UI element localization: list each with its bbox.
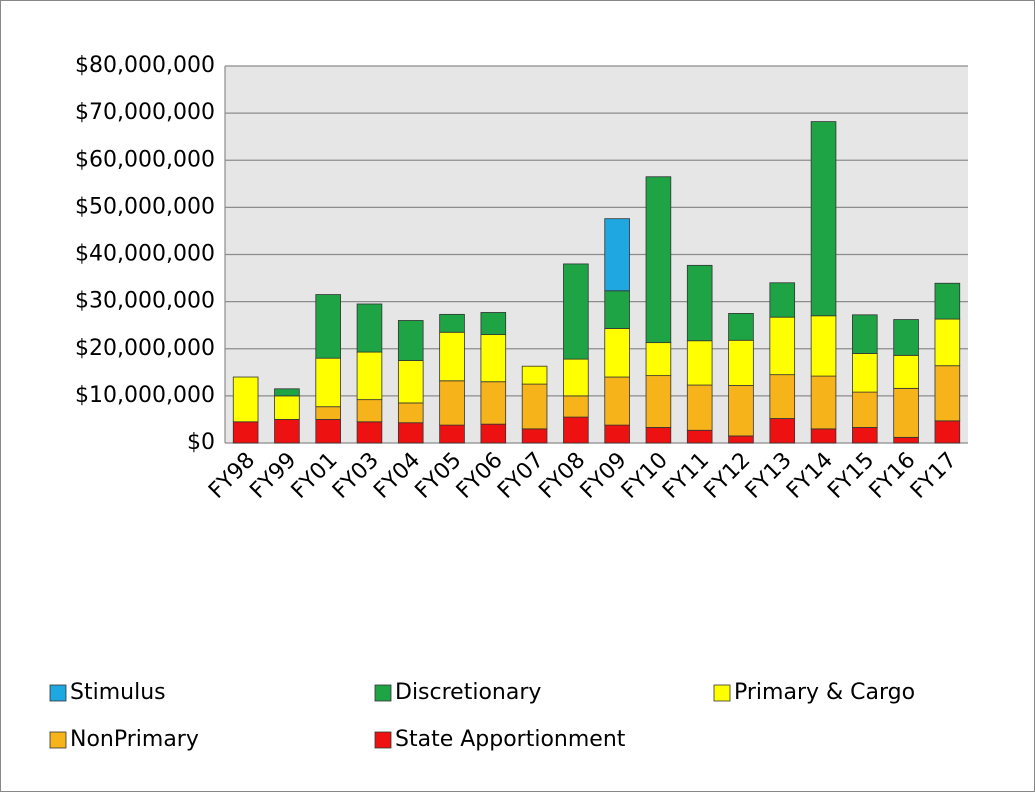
bar-segment: [728, 313, 754, 341]
bar-segment: [769, 316, 796, 376]
bar-segment: [439, 331, 465, 382]
bar-segment: [604, 424, 630, 444]
bar-segment: [315, 419, 341, 444]
legend-label: Stimulus: [70, 680, 166, 705]
bar-segment: [934, 282, 961, 320]
legend-label: Primary & Cargo: [734, 680, 915, 705]
legend-swatch: [49, 731, 67, 749]
y-tick-label: $50,000,000: [75, 194, 215, 219]
bar-segment: [934, 365, 961, 422]
bar-segment: [563, 263, 589, 360]
bar-segment: [934, 318, 961, 367]
y-tick-label: $80,000,000: [75, 53, 215, 78]
bar-segment: [769, 374, 796, 419]
bar-segment: [315, 294, 341, 359]
bar-segment: [274, 419, 300, 444]
bar-segment: [521, 383, 548, 430]
bar-segment: [480, 423, 507, 444]
bar-segment: [356, 399, 383, 423]
legend-label: Discretionary: [395, 680, 541, 705]
bar-segment: [480, 381, 507, 425]
bar-segment: [397, 360, 424, 404]
bar-segment: [810, 428, 837, 444]
y-tick-label: $20,000,000: [75, 336, 215, 361]
bar-segment: [934, 420, 961, 444]
bar-segment: [315, 357, 341, 408]
bar-segment: [852, 391, 878, 428]
y-tick-label: $60,000,000: [75, 147, 215, 172]
bar-segment: [274, 395, 300, 420]
bar-segment: [563, 358, 589, 397]
bar-segment: [852, 314, 878, 354]
bar-segment: [315, 406, 341, 420]
bar-segment: [439, 424, 465, 444]
legend-swatch: [374, 731, 392, 749]
bar-segment: [852, 353, 878, 393]
bar-segment: [356, 303, 383, 353]
bar-segment: [356, 421, 383, 444]
bar-segment: [232, 376, 259, 423]
legend-label: State Apportionment: [395, 727, 626, 752]
bar-segment: [604, 218, 630, 292]
bar-segment: [232, 421, 259, 444]
bar-segment: [397, 402, 424, 424]
bar-segment: [480, 334, 507, 383]
bar-segment: [686, 429, 713, 444]
bar-segment: [356, 351, 383, 401]
bar-segment: [563, 395, 589, 418]
bar-segment: [810, 121, 837, 317]
y-tick-label: $30,000,000: [75, 289, 215, 314]
bar-segment: [645, 342, 672, 377]
legend-swatch: [374, 684, 392, 702]
y-tick-label: $70,000,000: [75, 100, 215, 125]
bar-segment: [893, 319, 919, 356]
legend-swatch: [49, 684, 67, 702]
bar-segment: [521, 428, 548, 444]
bar-segment: [563, 416, 589, 444]
bar-segment: [686, 264, 713, 342]
bar-segment: [645, 375, 672, 428]
bar-segment: [604, 290, 630, 329]
bar-segment: [645, 176, 672, 344]
bar-segment: [686, 340, 713, 386]
y-tick-label: $40,000,000: [75, 242, 215, 267]
bar-segment: [521, 365, 548, 385]
bar-segment: [810, 375, 837, 430]
bar-segment: [439, 313, 465, 333]
bar-segment: [810, 315, 837, 377]
y-tick-label: $10,000,000: [75, 383, 215, 408]
bar-segment: [397, 422, 424, 444]
bar-segment: [893, 436, 919, 444]
legend-swatch: [713, 684, 731, 702]
bar-segment: [769, 418, 796, 444]
bar-segment: [893, 354, 919, 389]
bar-segment: [728, 339, 754, 386]
bar-segment: [480, 312, 507, 336]
legend-label: NonPrimary: [70, 727, 199, 752]
y-tick-label: $0: [187, 430, 215, 455]
bar-segment: [397, 320, 424, 361]
bar-segment: [439, 380, 465, 426]
bar-segment: [645, 427, 672, 444]
bar-segment: [728, 435, 754, 444]
bar-segment: [604, 328, 630, 378]
bar-segment: [604, 376, 630, 426]
bar-segment: [852, 427, 878, 444]
bar-segment: [728, 385, 754, 437]
bar-segment: [769, 282, 796, 318]
bar-segment: [893, 387, 919, 438]
bar-segment: [686, 384, 713, 431]
bar-segment: [274, 388, 300, 397]
